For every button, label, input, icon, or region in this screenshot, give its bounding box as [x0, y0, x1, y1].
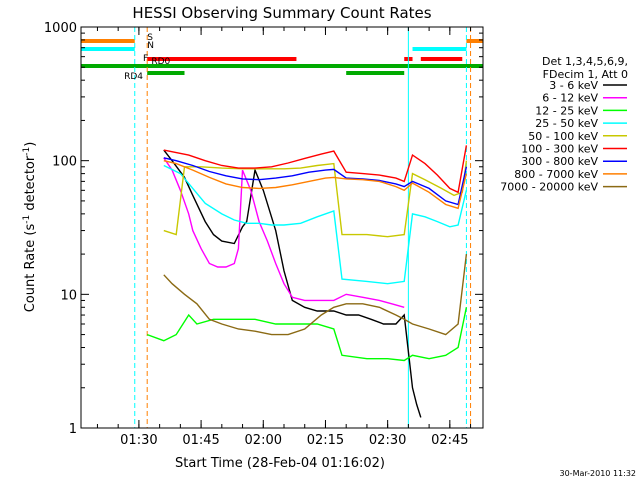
y-axis-label: Count Rate (s-1 detector-1) — [22, 142, 38, 313]
flag-labels: SNF RD0 RD4 — [124, 33, 170, 82]
y-axis-label-exponent: -1 — [22, 215, 32, 224]
legend-entry-label: 300 - 800 keV — [521, 155, 598, 168]
legend-entry-label: 3 - 6 keV — [549, 79, 598, 92]
legend-entry-label: 12 - 25 keV — [535, 104, 598, 117]
flag-label-rd0: RD0 — [151, 57, 170, 67]
series-line-2 — [146, 307, 468, 362]
chart-title: HESSI Observing Summary Count Rates — [132, 4, 431, 22]
legend-header-line: Det 1,3,4,5,6,9, — [542, 55, 628, 68]
series-line-6 — [163, 157, 468, 206]
y-axis-label-exponent-2: -1 — [22, 147, 32, 156]
legend-entry-label: 800 - 7000 keV — [514, 168, 598, 181]
y-axis-label-suffix: detector — [23, 155, 38, 215]
y-axis-label-prefix: Count Rate (s — [23, 224, 38, 313]
axes: 01:30 01:45 02:00 02:15 02:30 02:45 1 10 100 1000 — [44, 21, 483, 448]
y-axis-label-close: ) — [23, 142, 38, 147]
legend-entry-label: 100 - 300 keV — [521, 143, 598, 156]
y-tick-label: 10 — [60, 288, 77, 303]
y-tick-label: 1 — [69, 422, 77, 437]
flag-label-n: N — [147, 41, 154, 51]
legend-header-line: FDecim 1, Att 0 — [543, 68, 628, 81]
series-line-8 — [163, 254, 468, 336]
series-line-1 — [163, 157, 405, 308]
y-tick-label: 1000 — [44, 21, 77, 36]
series-line-7 — [163, 160, 468, 210]
flag-label-s: S — [147, 33, 153, 43]
legend-entry-label: 6 - 12 keV — [542, 92, 598, 105]
x-tick-label: 02:45 — [431, 433, 468, 448]
flag-bars — [81, 39, 483, 75]
legend: Det 1,3,4,5,6,9,FDecim 1, Att 03 - 6 keV… — [500, 55, 628, 194]
series-line-4 — [163, 160, 468, 238]
x-tick-label: 01:45 — [182, 433, 219, 448]
footer-timestamp: 30-Mar-2010 11:32 — [560, 469, 637, 478]
flag-label-rd4: RD4 — [124, 72, 143, 82]
x-tick-label: 01:30 — [120, 433, 157, 448]
legend-entry-label: 50 - 100 keV — [528, 130, 598, 143]
x-tick-label: 02:00 — [245, 433, 282, 448]
series-line-5 — [163, 145, 468, 194]
series-line-3 — [163, 164, 468, 285]
plot-frame — [80, 26, 484, 429]
x-tick-label: 02:30 — [369, 433, 406, 448]
mode-change-lines — [81, 27, 472, 428]
x-axis-label: Start Time (28-Feb-04 01:16:02) — [175, 456, 385, 471]
count-rate-series — [146, 145, 468, 418]
legend-entry-label: 25 - 50 keV — [535, 117, 598, 130]
flag-label-f: F — [143, 54, 148, 64]
legend-entry-label: 7000 - 20000 keV — [500, 181, 598, 194]
y-tick-label: 100 — [52, 155, 77, 170]
x-tick-label: 02:15 — [307, 433, 344, 448]
series-line-0 — [163, 149, 422, 418]
